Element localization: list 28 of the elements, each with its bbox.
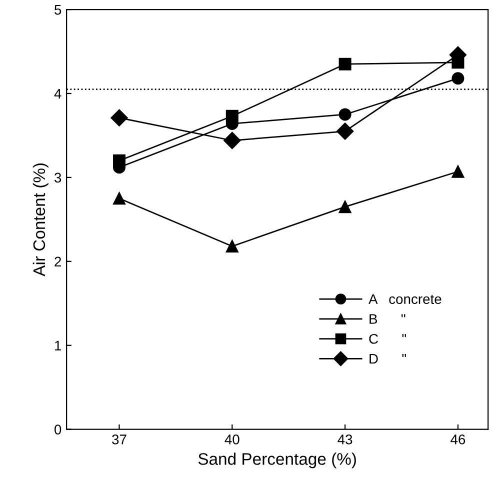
point: [338, 200, 352, 214]
legend-label: B ": [370, 314, 406, 324]
point: [110, 109, 128, 126]
y-tick-label: 2: [54, 256, 61, 266]
point: [112, 154, 126, 167]
legend-label: A concrete: [368, 294, 442, 304]
x-tick-label: 46: [450, 434, 466, 444]
point: [452, 72, 464, 85]
point: [338, 108, 352, 121]
point: [226, 240, 238, 253]
x-tick-label: 43: [338, 434, 352, 444]
point: [226, 110, 238, 122]
y-tick-label: 1: [55, 340, 62, 350]
y-tick-label: 3: [54, 172, 62, 183]
y-tick-label: 5: [54, 5, 62, 15]
point: [338, 58, 352, 70]
point: [452, 165, 464, 178]
legend-label: C ": [369, 334, 406, 344]
x-tick-label: 37: [112, 434, 126, 444]
legend-label: D ": [370, 354, 406, 364]
y-tick-label: 4: [54, 88, 62, 99]
y-tick-label: 0: [54, 424, 62, 434]
x-axis-title: Sand Percentage (%): [198, 452, 356, 468]
x-tick-label: 40: [224, 434, 240, 444]
point: [336, 122, 354, 140]
y-axis-title: Air Content (%): [32, 163, 48, 276]
point: [224, 132, 241, 150]
point: [112, 192, 126, 205]
